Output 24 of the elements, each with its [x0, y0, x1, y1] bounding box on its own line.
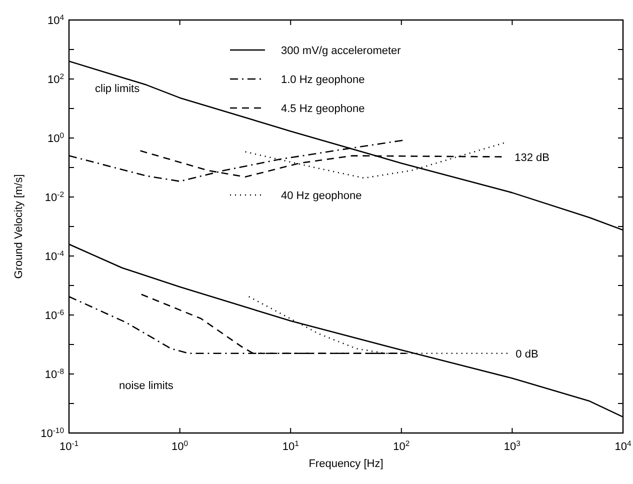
x-tick-label: 10$^{-1}$	[59, 438, 79, 453]
y-tick-label: 10$^{-6}$	[44, 308, 64, 322]
annotation: clip limits	[95, 83, 140, 95]
x-tick-label: 10$^{0}$	[172, 438, 188, 453]
y-axis-title: Ground Velocity [m/s]	[13, 174, 25, 279]
annotation: 0 dB	[516, 348, 538, 360]
y-tick-label: 10$^{-10}$	[40, 426, 64, 440]
y-tick-label: 10$^{2}$	[47, 72, 64, 86]
x-axis-title: Frequency [Hz]	[308, 458, 384, 470]
y-tick-label: 10$^{4}$	[47, 12, 65, 27]
x-tick-label: 10$^{3}$	[504, 438, 520, 453]
legend-label: 40 Hz geophone	[281, 190, 362, 202]
legend-label: 300 mV/g accelerometer	[281, 45, 402, 57]
y-tick-label: 10$^{-8}$	[44, 366, 64, 381]
legend-label: 1.0 Hz geophone	[281, 74, 365, 86]
y-tick-label: 10$^{0}$	[47, 130, 64, 145]
x-tick-label: 10$^{4}$	[614, 438, 632, 453]
y-tick-label: 10$^{-2}$	[44, 190, 64, 204]
legend-label: 4.5 Hz geophone	[281, 103, 365, 115]
x-tick-label: 10$^{1}$	[282, 438, 299, 453]
annotation: 132 dB	[514, 152, 550, 164]
annotation: noise limits	[119, 380, 174, 392]
x-tick-label: 10$^{2}$	[393, 438, 410, 453]
y-tick-label: 10$^{-4}$	[44, 248, 65, 263]
